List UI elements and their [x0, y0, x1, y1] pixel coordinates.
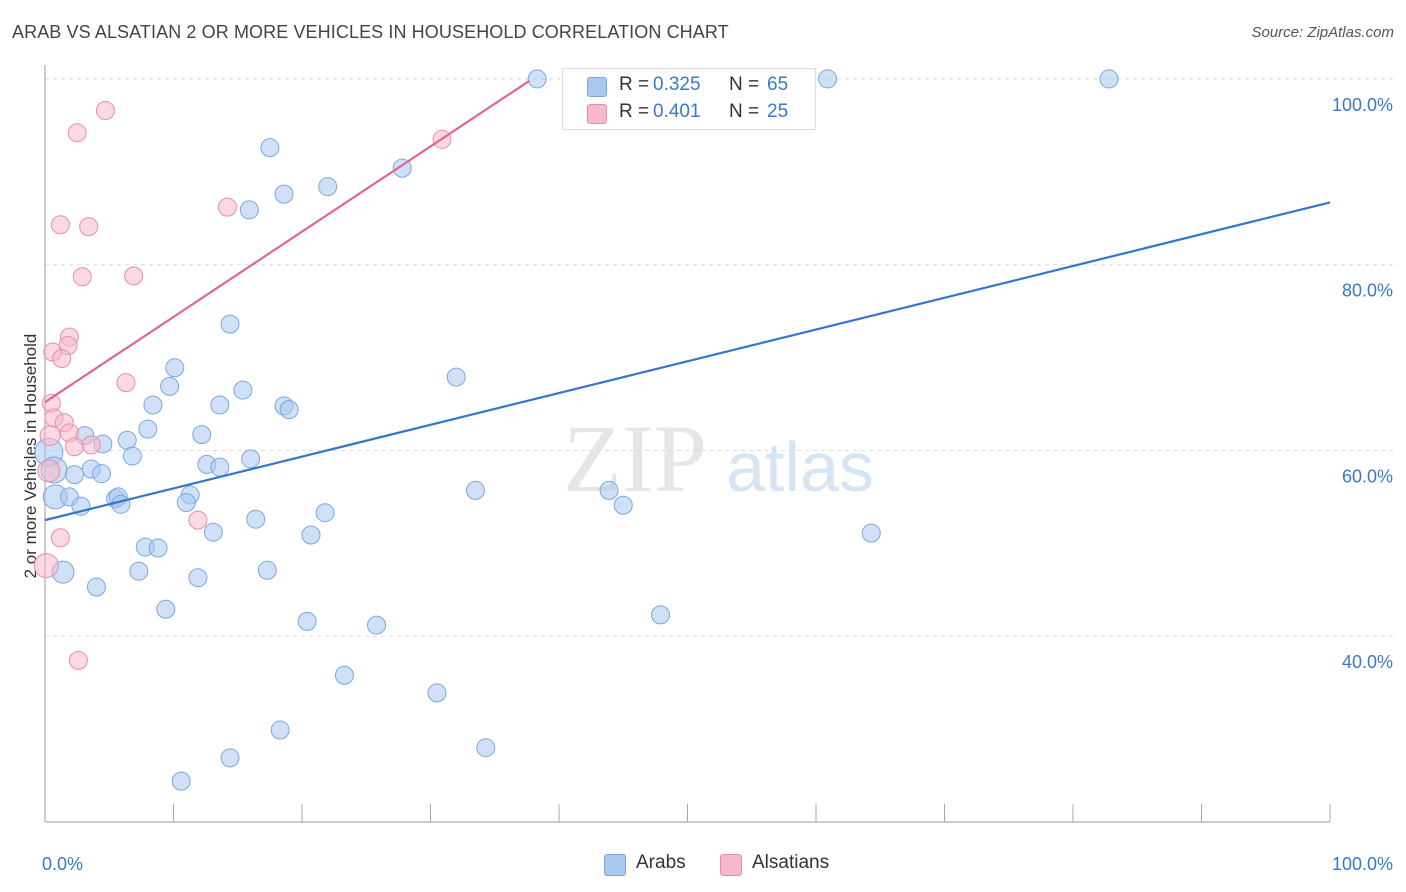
- arabs-point: [599, 480, 619, 500]
- alsatians-trend-line: [44, 79, 531, 404]
- arabs-point: [192, 425, 212, 445]
- arabs-point: [111, 494, 131, 514]
- arabs-point: [220, 748, 240, 768]
- arabs-point: [279, 400, 299, 420]
- arabs-point: [138, 419, 158, 439]
- alsatians-point: [52, 349, 72, 369]
- arabs-point: [239, 200, 259, 220]
- arabs-point: [188, 568, 208, 588]
- arabs-trend-line: [44, 201, 1331, 522]
- arabs-point: [318, 177, 338, 197]
- y-tick-label: 100.0%: [1332, 95, 1393, 115]
- arabs-point: [1099, 69, 1119, 89]
- alsatians-point: [81, 435, 101, 455]
- chart-title: ARAB VS ALSATIAN 2 OR MORE VEHICLES IN H…: [12, 22, 729, 42]
- arabs-point: [171, 771, 191, 791]
- arabs-point: [613, 495, 633, 515]
- arabs-point: [465, 480, 485, 500]
- arabs-point: [210, 395, 230, 415]
- arabs-point: [427, 683, 447, 703]
- arabs-point: [818, 69, 838, 89]
- arabs-point: [233, 380, 253, 400]
- arabs-point: [176, 492, 196, 512]
- arabs-point: [392, 158, 412, 178]
- alsatians-point: [68, 650, 88, 670]
- tick-labels: 100.0% 80.0% 60.0% 40.0% 0.0% 100.0%: [42, 95, 1393, 874]
- arabs-point: [156, 599, 176, 619]
- arabs-point: [246, 509, 266, 529]
- alsatians-point: [67, 123, 87, 143]
- arabs-point: [301, 525, 321, 545]
- alsatians-point: [95, 101, 115, 121]
- arabs-point: [220, 314, 240, 334]
- arabs-point: [65, 465, 85, 485]
- r-value: 0.401: [653, 101, 701, 122]
- watermark: ZIP atlas: [563, 405, 874, 512]
- n-label: N =: [729, 101, 760, 122]
- r-label: R =: [619, 74, 650, 95]
- legend-swatch-alsatians: [720, 854, 742, 876]
- n-value: 65: [767, 74, 789, 95]
- arabs-point: [122, 446, 142, 466]
- arabs-point: [129, 561, 149, 581]
- arabs-point: [117, 430, 137, 450]
- alsatians-point: [124, 266, 144, 286]
- n-value: 25: [767, 101, 789, 122]
- arabs-point: [160, 376, 180, 396]
- legend-label: Alsatians: [752, 852, 830, 873]
- gridlines: [45, 78, 1393, 637]
- n-label: N =: [729, 74, 760, 95]
- arabs-point: [257, 560, 277, 580]
- y-tick-label: 40.0%: [1342, 652, 1393, 672]
- arabs-point: [334, 665, 354, 685]
- alsatians-point: [37, 459, 61, 483]
- arabs-point: [270, 720, 290, 740]
- alsatians-point: [116, 373, 136, 393]
- stats-swatch-alsatians: [587, 104, 607, 124]
- arabs-point: [92, 464, 112, 484]
- stats-box: R = 0.325 N = 65 R = 0.401 N = 25: [562, 68, 816, 130]
- alsatians-point: [72, 267, 92, 287]
- arabs-point: [297, 611, 317, 631]
- x-tick-label: 100.0%: [1332, 854, 1393, 874]
- arabs-point: [446, 367, 466, 387]
- legend-label: Arabs: [636, 852, 686, 873]
- arabs-point: [367, 615, 387, 635]
- r-value: 0.325: [653, 74, 701, 95]
- arabs-point: [260, 138, 280, 158]
- alsatians-point: [217, 197, 237, 217]
- r-label: R =: [619, 101, 650, 122]
- arabs-point: [651, 605, 671, 625]
- source-label: Source: ZipAtlas.com: [1251, 24, 1394, 41]
- alsatians-point: [33, 553, 59, 579]
- arabs-point: [861, 523, 881, 543]
- alsatians-point: [39, 425, 61, 447]
- y-tick-label: 60.0%: [1342, 466, 1393, 486]
- watermark-zip: ZIP: [563, 405, 707, 512]
- arabs-point: [203, 522, 223, 542]
- arabs-point: [527, 69, 547, 89]
- alsatians-point: [65, 437, 85, 457]
- arabs-point: [143, 395, 163, 415]
- arabs-point: [274, 184, 294, 204]
- trend-lines: [44, 79, 1331, 522]
- x-tick-label: 0.0%: [42, 854, 83, 874]
- alsatians-point: [79, 217, 99, 237]
- alsatians-point: [50, 528, 70, 548]
- arabs-point: [165, 358, 185, 378]
- alsatians-point: [50, 215, 70, 235]
- data-points: [33, 69, 1119, 791]
- watermark-atlas: atlas: [726, 428, 874, 506]
- arabs-point: [210, 457, 230, 477]
- arabs-point: [315, 503, 335, 523]
- arabs-point: [148, 538, 168, 558]
- alsatians-point: [188, 510, 208, 530]
- arabs-point: [86, 577, 106, 597]
- legend-swatch-arabs: [604, 854, 626, 876]
- arabs-point: [476, 738, 496, 758]
- arabs-point: [241, 449, 261, 469]
- y-tick-label: 80.0%: [1342, 281, 1393, 301]
- stats-swatch-arabs: [587, 77, 607, 97]
